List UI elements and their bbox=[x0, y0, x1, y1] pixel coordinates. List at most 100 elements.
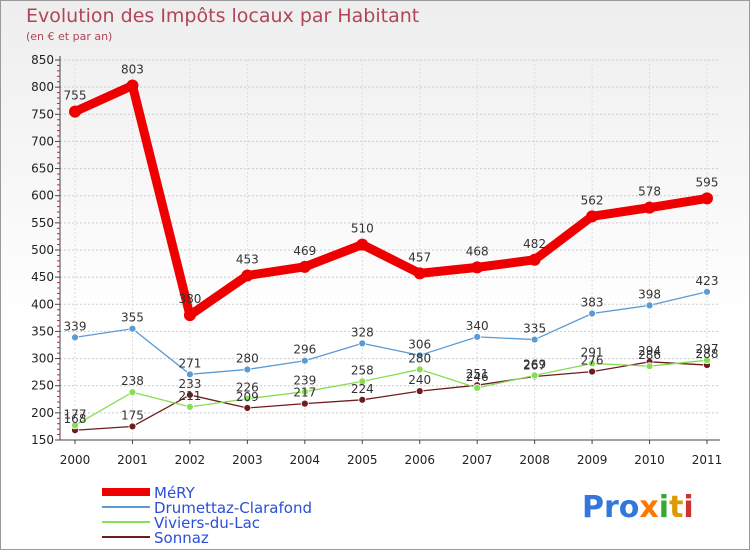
data-point bbox=[415, 365, 424, 374]
data-label: 457 bbox=[408, 250, 431, 264]
y-tick-label: 250 bbox=[31, 379, 54, 393]
data-label: 468 bbox=[466, 244, 489, 258]
data-point bbox=[69, 105, 81, 118]
data-point bbox=[356, 238, 369, 251]
x-tick-label: 2003 bbox=[232, 453, 263, 467]
data-label: 291 bbox=[581, 345, 604, 359]
data-label: 280 bbox=[236, 351, 259, 365]
data-label: 258 bbox=[351, 363, 374, 377]
data-label: 510 bbox=[351, 222, 374, 236]
y-tick-label: 550 bbox=[31, 216, 54, 230]
data-point bbox=[300, 399, 309, 408]
data-point bbox=[473, 383, 482, 392]
data-label: 224 bbox=[351, 382, 374, 396]
series-group bbox=[69, 79, 713, 435]
legend-label: Sonnaz bbox=[154, 529, 209, 547]
data-label: 226 bbox=[236, 381, 259, 395]
y-tick-label: 700 bbox=[31, 134, 54, 148]
data-point bbox=[300, 356, 309, 365]
y-tick-label: 600 bbox=[31, 189, 54, 203]
data-label: 175 bbox=[121, 408, 144, 422]
data-point bbox=[471, 261, 484, 274]
data-point bbox=[645, 301, 654, 310]
data-label: 482 bbox=[523, 237, 546, 251]
data-label: 269 bbox=[523, 357, 546, 371]
legend-label: Viviers-du-Lac bbox=[154, 514, 260, 532]
data-point bbox=[415, 387, 424, 396]
x-tick-label: 2004 bbox=[290, 453, 321, 467]
data-point bbox=[186, 402, 194, 411]
y-tick-label: 150 bbox=[31, 433, 54, 447]
data-point bbox=[71, 421, 79, 430]
data-point bbox=[588, 309, 596, 318]
data-label: 355 bbox=[121, 311, 144, 325]
legend-label: Drumettaz-Clarafond bbox=[154, 499, 312, 517]
series-line-drumettaz-clarafond bbox=[74, 291, 708, 375]
y-tick-label: 400 bbox=[31, 297, 54, 311]
data-point bbox=[126, 79, 139, 92]
data-label: 469 bbox=[293, 244, 316, 258]
x-tick-label: 2007 bbox=[462, 453, 493, 467]
data-label: 578 bbox=[638, 185, 661, 199]
data-point bbox=[473, 332, 482, 341]
data-point bbox=[358, 395, 367, 404]
data-point bbox=[243, 365, 252, 374]
data-point bbox=[701, 192, 713, 205]
data-label: 328 bbox=[351, 325, 374, 339]
data-label: 380 bbox=[178, 292, 201, 306]
series-line-viviers-du-lac bbox=[74, 359, 708, 426]
data-label: 211 bbox=[178, 389, 201, 403]
data-point bbox=[243, 394, 252, 403]
proxiti-logo: Proxiti bbox=[582, 490, 694, 525]
data-point bbox=[298, 260, 311, 273]
x-tick-label: 2002 bbox=[175, 453, 206, 467]
data-point bbox=[358, 377, 367, 386]
data-label: 168 bbox=[64, 412, 87, 426]
x-tick-labels: 2000 2001 2002 2003 2004 2005 2006 2007 2008 2009… bbox=[60, 453, 723, 467]
y-tick-label: 450 bbox=[31, 270, 54, 284]
logo-text: Proxiti bbox=[582, 490, 694, 525]
data-label: 280 bbox=[408, 351, 431, 365]
x-tick-label: 2005 bbox=[347, 453, 378, 467]
data-label: 383 bbox=[581, 296, 604, 310]
data-point bbox=[588, 359, 596, 368]
data-label: 296 bbox=[293, 343, 316, 357]
y-tick-label: 750 bbox=[31, 107, 54, 121]
y-tick-labels: 150 200 250 300 350 400 450 500 550 600 650 700 750 8… bbox=[31, 53, 54, 447]
axes bbox=[55, 56, 720, 444]
x-tick-label: 2006 bbox=[404, 453, 435, 467]
data-point bbox=[241, 269, 254, 282]
data-label: 595 bbox=[696, 175, 719, 189]
data-label: 271 bbox=[178, 356, 201, 370]
data-label: 217 bbox=[293, 386, 316, 400]
data-point bbox=[358, 339, 367, 348]
data-label: 246 bbox=[466, 370, 489, 384]
data-point bbox=[128, 422, 137, 431]
data-labels: 168 175 233 209 217 224 240 251 267 276 294 288 177 2… bbox=[64, 63, 719, 427]
data-point bbox=[530, 335, 539, 344]
data-point bbox=[703, 356, 711, 365]
data-point bbox=[528, 253, 541, 266]
data-point bbox=[413, 267, 426, 280]
data-point bbox=[243, 404, 252, 412]
y-tick-label: 500 bbox=[31, 243, 54, 257]
data-label: 233 bbox=[178, 377, 201, 391]
x-tick-label: 2010 bbox=[634, 453, 665, 467]
data-point bbox=[71, 333, 79, 342]
data-point bbox=[643, 201, 656, 214]
data-point bbox=[186, 391, 194, 399]
data-label: 339 bbox=[64, 319, 87, 333]
data-point bbox=[588, 367, 596, 376]
data-point bbox=[530, 371, 539, 380]
data-label: 288 bbox=[696, 347, 719, 361]
x-tick-label: 2008 bbox=[519, 453, 550, 467]
data-label: 306 bbox=[408, 337, 431, 351]
series-line-sonnaz bbox=[74, 361, 708, 431]
data-label: 251 bbox=[466, 367, 489, 381]
data-point bbox=[128, 388, 137, 397]
data-label: 240 bbox=[408, 373, 431, 387]
data-label: 276 bbox=[581, 354, 604, 368]
x-tick-label: 2011 bbox=[692, 453, 723, 467]
y-tick-label: 300 bbox=[31, 352, 54, 366]
